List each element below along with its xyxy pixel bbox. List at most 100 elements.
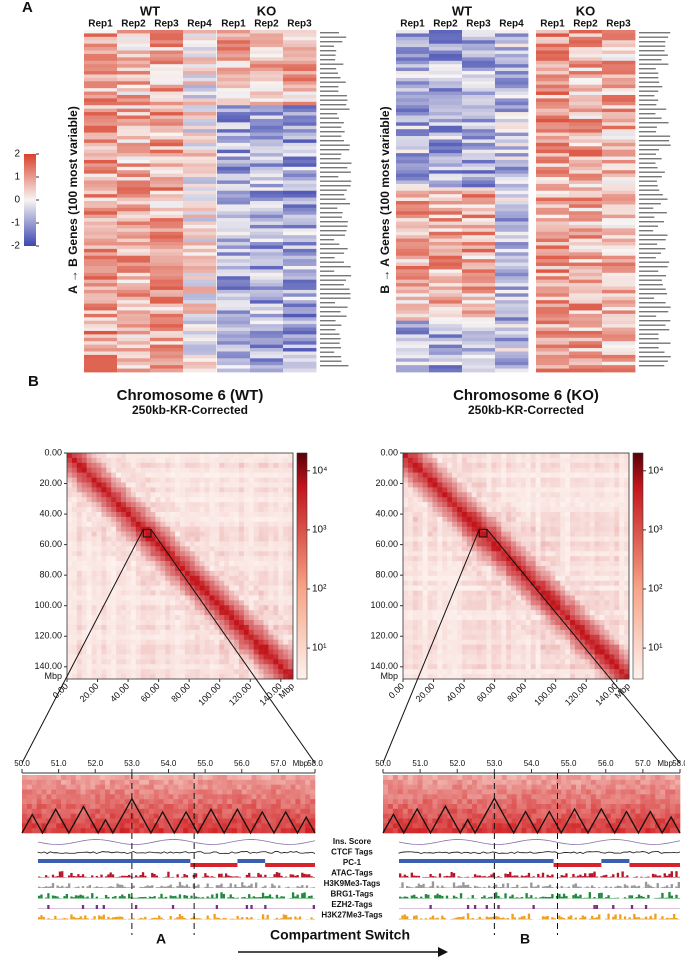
hic-cell <box>96 566 102 572</box>
heatmap-cell <box>495 276 529 281</box>
track-bar <box>151 897 154 899</box>
hic-cell <box>214 615 220 621</box>
heatmap-cell <box>536 204 570 209</box>
zoom-cell <box>168 775 174 781</box>
hic-cell <box>125 497 132 503</box>
heatmap-cell <box>602 105 636 110</box>
hic-cell <box>258 659 264 665</box>
heatmap-cell <box>602 337 636 342</box>
track-bar <box>231 887 235 888</box>
hic-cell <box>199 649 205 655</box>
hic-cell <box>121 644 127 650</box>
hic-cell <box>135 541 141 547</box>
hic-cell <box>96 639 102 645</box>
hic-cell <box>263 531 269 537</box>
hic-cell <box>145 585 151 591</box>
hic-cell <box>263 654 269 660</box>
track-bar <box>146 885 149 888</box>
hic-cell <box>288 629 294 636</box>
track-bar <box>68 883 71 888</box>
hic-cell <box>101 531 107 537</box>
heatmap-cell <box>602 43 636 48</box>
heatmap-cell <box>536 201 570 205</box>
hic-cell <box>91 644 97 650</box>
hic-cell <box>160 634 166 640</box>
hic-cell <box>258 620 264 626</box>
hic-cell <box>165 457 171 464</box>
hic-cell <box>219 516 225 523</box>
hic-cell <box>96 516 102 523</box>
heatmap-cell <box>602 33 636 38</box>
hic-cell <box>86 502 92 508</box>
zoom-cell <box>36 828 42 834</box>
heatmap-cell <box>602 313 636 318</box>
hic-cell <box>288 605 294 611</box>
zoom-cell <box>114 799 120 805</box>
heatmap-cell <box>250 317 284 322</box>
zoom-cell <box>295 799 301 805</box>
hic-cell <box>224 615 230 621</box>
hic-cell <box>278 467 284 473</box>
hic-cell <box>194 472 200 478</box>
hic-cell <box>170 659 176 665</box>
hic-cell <box>67 644 73 650</box>
heatmap-cell <box>150 180 184 185</box>
heatmap-cell <box>602 125 636 130</box>
hic-cell <box>263 457 269 464</box>
heatmap-cell <box>462 94 496 99</box>
hic-cell <box>238 477 245 483</box>
heatmap-cell <box>396 53 430 58</box>
heatmap-cell <box>569 303 603 308</box>
hic-cell <box>189 590 196 596</box>
hic-cell <box>121 674 127 680</box>
heatmap-cell <box>250 53 284 58</box>
hic-cell <box>273 482 279 488</box>
zoom-cell <box>85 808 91 814</box>
hic-cell <box>199 566 205 572</box>
zoom-cell <box>129 779 135 785</box>
heatmap-cell <box>462 337 496 342</box>
hic-cell <box>121 620 127 626</box>
hic-cell <box>224 570 230 577</box>
hic-cell <box>194 556 200 562</box>
zoom-cell <box>178 828 184 834</box>
heatmap-cell <box>150 153 184 157</box>
track-bar <box>98 887 101 888</box>
track-bar <box>164 886 168 888</box>
hic-cell <box>86 472 92 478</box>
hic-cell <box>234 585 240 591</box>
heatmap-cell <box>84 153 118 157</box>
heatmap-cell <box>462 293 496 298</box>
hic-cell <box>155 659 161 665</box>
hic-cell <box>268 462 274 469</box>
track-bar <box>284 876 288 878</box>
hic-cell <box>283 541 289 547</box>
zoom-cell <box>197 818 203 824</box>
hic-cell <box>145 511 151 518</box>
hic-cell <box>67 482 73 488</box>
hic-cell <box>71 580 78 586</box>
hic-cell <box>243 487 250 493</box>
hic-cell <box>234 620 240 626</box>
heatmap-cell <box>150 156 184 161</box>
heatmap-cell <box>569 344 603 349</box>
hic-cell <box>116 462 122 469</box>
hic-cell <box>278 502 284 508</box>
track-bar <box>312 876 315 878</box>
hic-cell <box>121 492 127 498</box>
hic-cell <box>165 507 171 513</box>
zoom-cell <box>310 799 316 805</box>
hic-cell <box>253 654 259 660</box>
track-bar <box>123 896 126 899</box>
heatmap-cell <box>117 286 151 291</box>
hic-cell <box>234 659 240 665</box>
hic-cell <box>234 644 240 650</box>
panel-label: A <box>22 0 33 16</box>
heatmap-cell <box>150 272 184 277</box>
zoom-cell <box>280 799 286 805</box>
hic-cell <box>268 615 274 621</box>
hic-cell <box>81 511 87 518</box>
heatmap-cell <box>250 36 284 41</box>
heatmap-cell <box>250 190 284 195</box>
hic-cell <box>150 610 156 616</box>
